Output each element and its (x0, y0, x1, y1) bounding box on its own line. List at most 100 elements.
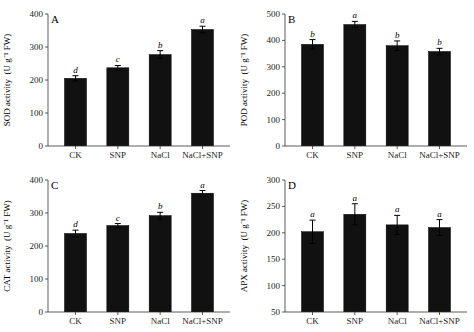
x-tick-label: SNP (110, 150, 127, 160)
error-cap (310, 243, 316, 244)
error-cap (394, 50, 400, 51)
x-tick-label: CK (306, 150, 319, 160)
x-tick-label: NaCl+SNP (182, 316, 223, 326)
bar (65, 233, 87, 312)
x-tick (75, 312, 76, 315)
bar (191, 30, 213, 146)
y-tick-label: 300 (267, 62, 281, 72)
error-bar (436, 220, 442, 236)
y-tick (282, 259, 285, 260)
bar (302, 232, 324, 312)
y-tick (282, 119, 285, 120)
significance-label: c (116, 213, 120, 223)
y-axis-label: SOD activity (U g⁻¹ FW) (2, 34, 12, 126)
error-cap (73, 230, 79, 231)
y-axis-line (285, 180, 286, 312)
error-bar (394, 41, 400, 51)
x-tick (117, 146, 118, 149)
y-tick-label: 200 (30, 241, 44, 251)
bar (344, 25, 366, 146)
y-tick (45, 246, 48, 247)
error-cap (436, 54, 442, 55)
y-tick (282, 206, 285, 207)
significance-label: a (353, 10, 358, 20)
y-tick-label: 300 (267, 175, 281, 185)
error-line (354, 204, 355, 225)
significance-label: a (200, 180, 205, 190)
error-cap (199, 195, 205, 196)
y-axis-label: POD activity (U g⁻¹ FW) (239, 34, 249, 126)
error-line (312, 220, 313, 243)
x-tick (397, 146, 398, 149)
panel-label: D (288, 179, 296, 191)
panel-label: C (51, 179, 58, 191)
error-bar (199, 191, 205, 196)
panel: aaaa50100150200250300CKSNPNaClNaCl+SNPAP… (239, 175, 467, 332)
x-tick-label: CK (69, 150, 82, 160)
y-axis-label: APX activity (U g⁻¹ FW) (239, 200, 249, 292)
y-tick-label: 300 (30, 208, 44, 218)
x-tick (354, 312, 355, 315)
y-tick-label: 0 (276, 141, 281, 151)
y-tick-label: 0 (39, 307, 44, 317)
error-cap (310, 39, 316, 40)
error-bar (310, 220, 316, 243)
x-tick (160, 146, 161, 149)
figure: dcba0100200300400CKSNPNaClNaCl+SNPSOD ac… (0, 0, 474, 332)
y-tick (282, 93, 285, 94)
bar (149, 216, 171, 312)
x-tick-label: NaCl (388, 316, 407, 326)
y-tick-label: 100 (267, 115, 281, 125)
error-line (354, 21, 355, 27)
y-tick-label: 100 (30, 274, 44, 284)
error-cap (394, 234, 400, 235)
bar (191, 193, 213, 312)
error-bar (115, 65, 121, 70)
bar (65, 78, 87, 146)
error-bar (394, 215, 400, 234)
panel-label: B (288, 13, 295, 25)
significance-label: d (73, 219, 78, 229)
x-tick-label: NaCl (151, 150, 170, 160)
x-tick (312, 312, 313, 315)
y-tick-label: 200 (30, 75, 44, 85)
plot-area (65, 26, 214, 146)
error-cap (157, 50, 163, 51)
x-tick-label: CK (69, 316, 82, 326)
error-line (75, 76, 76, 81)
x-tick-label: SNP (110, 316, 127, 326)
y-tick (45, 312, 48, 313)
error-cap (310, 220, 316, 221)
bar (386, 225, 408, 312)
x-tick-label: NaCl (151, 316, 170, 326)
y-tick-label: 200 (267, 88, 281, 98)
x-tick (202, 146, 203, 149)
y-tick (282, 312, 285, 313)
y-tick (45, 146, 48, 147)
y-tick (45, 213, 48, 214)
error-bar (157, 51, 163, 59)
error-cap (352, 224, 358, 225)
error-cap (436, 48, 442, 49)
y-tick (282, 66, 285, 67)
error-line (160, 212, 161, 219)
x-tick-label: SNP (347, 316, 364, 326)
error-bar (115, 224, 121, 228)
y-tick (45, 80, 48, 81)
y-axis-line (285, 14, 286, 146)
x-tick-label: NaCl+SNP (419, 316, 460, 326)
error-line (117, 65, 118, 70)
error-line (397, 215, 398, 234)
error-bar (73, 76, 79, 81)
significance-label: a (437, 209, 442, 219)
y-tick (282, 40, 285, 41)
plot-area (65, 191, 214, 312)
panel-label: A (51, 13, 59, 25)
y-tick-label: 400 (30, 175, 44, 185)
error-cap (157, 218, 163, 219)
y-tick (282, 146, 285, 147)
x-tick-label: NaCl+SNP (182, 150, 223, 160)
significance-label: a (395, 204, 400, 214)
y-tick-label: 400 (30, 9, 44, 19)
y-tick (45, 47, 48, 48)
